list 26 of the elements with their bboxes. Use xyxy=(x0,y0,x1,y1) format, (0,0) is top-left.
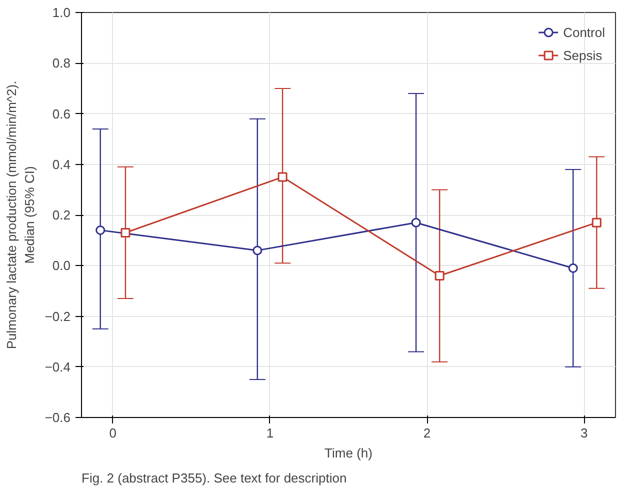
legend-label: Control xyxy=(563,24,605,40)
point xyxy=(252,246,262,256)
y-axis-title: Pulmonary lactate production (mmol/min/m^2). Median (95% CI) xyxy=(4,80,37,350)
point xyxy=(96,225,106,235)
point xyxy=(568,263,578,273)
y-tick-label: −0.4 xyxy=(44,359,71,374)
x-tick-label: 2 xyxy=(423,426,431,440)
y-tick-label: 0.6 xyxy=(52,106,71,122)
x-tick-label: 1 xyxy=(266,426,274,440)
point xyxy=(278,172,288,182)
y-tick-label: 0.0 xyxy=(52,258,71,274)
point xyxy=(592,218,602,228)
y-tick-label: −0.6 xyxy=(44,410,71,425)
point xyxy=(411,218,421,228)
y-tick-label: 1.0 xyxy=(52,5,71,20)
y-tick-label: 0.8 xyxy=(52,56,71,71)
caption: Fig. 2 (abstract P355). See text for description xyxy=(82,470,347,486)
y-tick-label: −0.2 xyxy=(44,308,71,324)
point xyxy=(120,228,130,238)
x-tick-label: 3 xyxy=(580,426,588,440)
x-tick-label: 0 xyxy=(109,426,117,440)
y-tick-label: 0.4 xyxy=(52,156,71,172)
x-axis-title: Time (h) xyxy=(324,446,372,460)
legend-label: Sepsis xyxy=(563,48,602,62)
point xyxy=(434,271,444,280)
y-tick-label: 0.2 xyxy=(52,208,71,222)
